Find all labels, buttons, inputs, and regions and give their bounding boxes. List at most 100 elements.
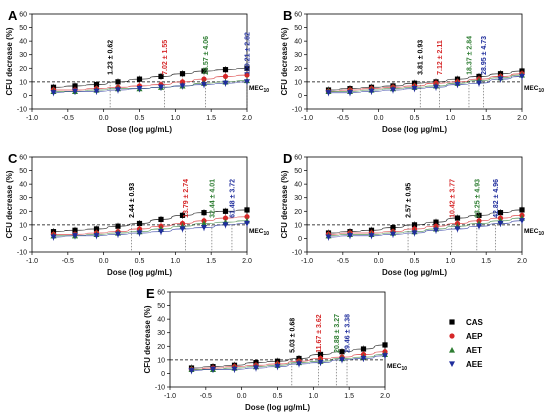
y-axis-label: CFU decrease (%) (5, 27, 14, 95)
legend: CAS AEP AET AEE (449, 318, 484, 369)
y-tick-label: 20 (19, 209, 27, 216)
mec-value-annotation: 100.21 ± 2.82 (245, 32, 252, 75)
data-point (253, 365, 259, 371)
mec-value-annotation: 13.79 ± 2.74 (183, 179, 190, 218)
mec-value-annotation: 5.03 ± 0.68 (289, 318, 296, 353)
plot-frame (31, 13, 248, 110)
data-point (519, 207, 525, 213)
panel-label: A (8, 8, 18, 23)
x-tick-label: 2.0 (242, 115, 252, 122)
fit-curve (53, 216, 248, 235)
y-tick-label: -10 (17, 250, 27, 257)
data-point (497, 220, 504, 227)
data-point (296, 361, 302, 367)
x-tick-label: -1.0 (164, 393, 176, 400)
y-tick-label: -10 (292, 107, 302, 114)
data-point (497, 76, 504, 83)
y-tick-label: 40 (19, 39, 27, 46)
data-point (179, 212, 186, 218)
mec-value-annotation: 1.23 ± 0.62 (108, 40, 115, 75)
series-cas (50, 64, 250, 91)
y-tick-label: 50 (294, 25, 302, 32)
x-tick-label: 1.5 (344, 393, 354, 400)
y-tick-label: 50 (19, 25, 27, 32)
y-tick-label: 10 (294, 79, 302, 86)
mec-label-text: MEC (249, 85, 264, 92)
mec-value-annotation: 7.12 ± 2.11 (437, 40, 444, 75)
data-point (244, 72, 250, 78)
series-cas (188, 341, 388, 372)
data-point (93, 81, 100, 88)
fit-curve (53, 74, 248, 91)
fit-curve (328, 76, 523, 94)
data-point (231, 366, 238, 373)
y-axis-label: CFU decrease (%) (280, 170, 289, 238)
y-tick-label: 20 (157, 344, 165, 351)
legend-marker-aep (449, 333, 455, 339)
data-point (201, 220, 207, 227)
y-tick-label: 0 (298, 236, 302, 243)
y-tick-label: 40 (19, 182, 27, 189)
y-tick-label: -10 (17, 107, 27, 114)
data-point (93, 233, 100, 239)
x-tick-label: -0.5 (337, 115, 349, 122)
fit-curve (328, 209, 523, 234)
data-point (222, 208, 229, 214)
x-tick-label: -1.0 (301, 258, 313, 265)
x-tick-label: -1.0 (301, 115, 313, 122)
data-point (411, 222, 418, 228)
mec-label-sub: 10 (538, 231, 544, 237)
y-tick-label: 30 (19, 195, 27, 202)
y-tick-label: 0 (161, 371, 165, 378)
data-point (519, 73, 525, 80)
x-tick-label: 0.0 (99, 258, 109, 265)
fit-curve (191, 355, 386, 372)
mec-value-annotation: 11.67 ± 3.62 (316, 314, 323, 353)
mec-value-annotation: 61.48 ± 3.72 (229, 179, 236, 218)
y-tick-label: 20 (19, 66, 27, 73)
x-tick-label: 1.5 (481, 258, 491, 265)
panel-label: C (8, 151, 18, 166)
series-aet (325, 71, 525, 95)
data-point (93, 226, 100, 232)
fit-curve (191, 351, 386, 370)
y-tick-label: 60 (157, 290, 165, 297)
mec-value-annotation: 7.02 ± 1.55 (162, 40, 169, 75)
fit-curve (328, 70, 523, 91)
data-point (179, 79, 186, 85)
data-point (158, 229, 164, 235)
data-point (325, 234, 332, 241)
mec-value-annotation: 18.37 ± 2.84 (466, 36, 473, 75)
fit-curve (191, 344, 386, 369)
fit-curve (191, 354, 386, 370)
data-point (433, 219, 439, 225)
x-tick-label: 0.0 (237, 393, 247, 400)
y-tick-label: 60 (294, 12, 302, 19)
x-tick-label: 1.5 (206, 258, 216, 265)
data-point (411, 230, 418, 236)
mec-value-annotation: 42.82 ± 4.96 (493, 179, 500, 218)
y-tick-label: 30 (294, 195, 302, 202)
y-tick-label: 20 (294, 209, 302, 216)
data-point (136, 230, 143, 236)
data-point (433, 227, 439, 234)
mec-label-sub: 10 (263, 88, 269, 94)
data-point (201, 68, 207, 74)
x-tick-label: -0.5 (337, 258, 349, 265)
data-point (158, 84, 164, 91)
data-point (222, 73, 229, 80)
x-tick-label: 1.0 (308, 393, 318, 400)
x-tick-label: 2.0 (517, 115, 527, 122)
mec-value-annotation: 26.57 ± 4.06 (203, 36, 210, 75)
y-tick-label: -10 (292, 250, 302, 257)
data-point (210, 366, 216, 373)
x-tick-label: 1.0 (170, 115, 180, 122)
data-point (433, 84, 439, 91)
mec-value-annotation: 2.44 ± 0.93 (129, 183, 136, 218)
legend-marker-aee (449, 361, 455, 367)
y-tick-label: 40 (294, 39, 302, 46)
data-point (368, 88, 375, 95)
mec-value-annotation: 2.57 ± 0.95 (406, 183, 413, 218)
data-point (115, 87, 121, 93)
